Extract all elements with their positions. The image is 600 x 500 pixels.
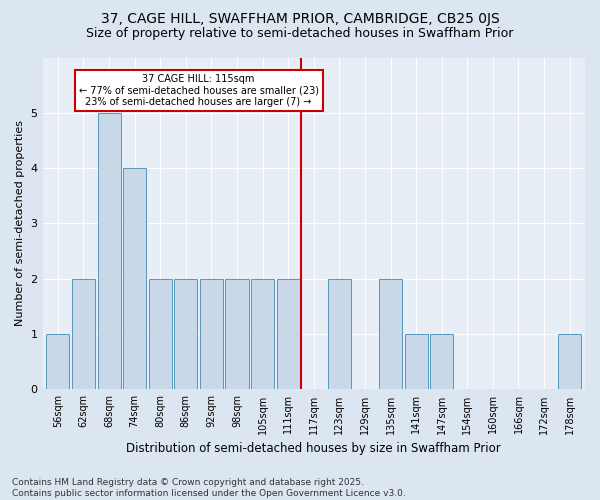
Bar <box>226 279 248 390</box>
Bar <box>277 279 299 390</box>
Bar <box>379 279 402 390</box>
Text: Size of property relative to semi-detached houses in Swaffham Prior: Size of property relative to semi-detach… <box>86 28 514 40</box>
Bar <box>149 279 172 390</box>
Bar <box>328 279 351 390</box>
X-axis label: Distribution of semi-detached houses by size in Swaffham Prior: Distribution of semi-detached houses by … <box>127 442 501 455</box>
Bar <box>200 279 223 390</box>
Bar <box>404 334 428 390</box>
Text: 37 CAGE HILL: 115sqm
← 77% of semi-detached houses are smaller (23)
23% of semi-: 37 CAGE HILL: 115sqm ← 77% of semi-detac… <box>79 74 319 108</box>
Bar <box>46 334 70 390</box>
Bar <box>175 279 197 390</box>
Bar <box>123 168 146 390</box>
Bar <box>430 334 453 390</box>
Bar <box>251 279 274 390</box>
Text: Contains HM Land Registry data © Crown copyright and database right 2025.
Contai: Contains HM Land Registry data © Crown c… <box>12 478 406 498</box>
Bar <box>98 113 121 390</box>
Text: 37, CAGE HILL, SWAFFHAM PRIOR, CAMBRIDGE, CB25 0JS: 37, CAGE HILL, SWAFFHAM PRIOR, CAMBRIDGE… <box>101 12 499 26</box>
Bar <box>72 279 95 390</box>
Y-axis label: Number of semi-detached properties: Number of semi-detached properties <box>15 120 25 326</box>
Bar <box>558 334 581 390</box>
